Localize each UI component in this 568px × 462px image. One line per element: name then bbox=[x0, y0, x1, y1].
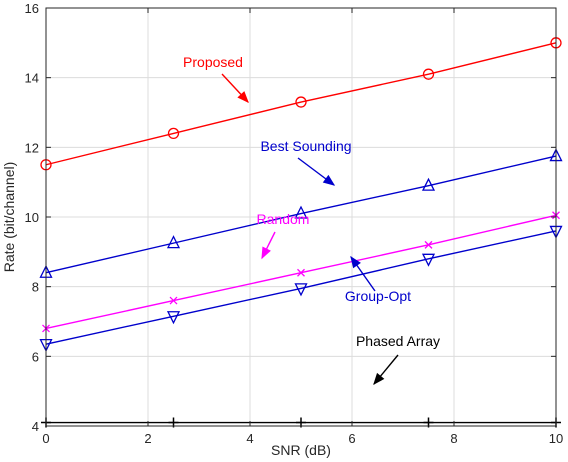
gridlines bbox=[45, 7, 557, 427]
y-tick-label: 16 bbox=[25, 1, 39, 16]
random-annotation-arrow bbox=[261, 231, 276, 260]
proposed-marker bbox=[295, 96, 307, 108]
x-tick-label: 2 bbox=[144, 431, 151, 446]
phased-array-annotation-arrow bbox=[373, 354, 399, 386]
x-tick-label: 10 bbox=[549, 431, 563, 446]
random-annotation-label: Random bbox=[257, 211, 310, 227]
proposed-annotation-label: Proposed bbox=[183, 54, 243, 70]
proposed-annotation-arrow bbox=[221, 73, 249, 103]
random-marker bbox=[424, 240, 433, 249]
best-sounding-annotation-label: Best Sounding bbox=[260, 138, 351, 154]
group-opt-annotation-arrow-head bbox=[350, 255, 361, 269]
best-sounding-marker bbox=[294, 205, 308, 219]
best-sounding-annotation-arrow-head bbox=[322, 174, 336, 186]
y-tick-label: 14 bbox=[25, 71, 39, 86]
random-marker bbox=[169, 296, 178, 305]
group-opt-marker bbox=[166, 311, 181, 325]
y-tick-label: 6 bbox=[32, 349, 39, 364]
best-sounding-annotation-arrow bbox=[297, 157, 336, 186]
x-axis-label: SNR (dB) bbox=[271, 442, 331, 458]
proposed-marker bbox=[167, 127, 180, 140]
x-tick-label: 0 bbox=[42, 431, 49, 446]
y-tick-label: 12 bbox=[25, 140, 39, 155]
x-tick-label: 6 bbox=[348, 431, 355, 446]
group-opt-marker bbox=[421, 253, 436, 267]
best-sounding-marker bbox=[166, 235, 181, 249]
phased-array-annotation-label: Phased Array bbox=[356, 333, 440, 349]
y-tick-label: 8 bbox=[32, 280, 39, 295]
best-sounding-line bbox=[45, 155, 557, 274]
y-tick-label: 4 bbox=[32, 419, 39, 434]
y-tick-label: 10 bbox=[25, 210, 39, 225]
proposed-line bbox=[45, 42, 557, 166]
random-annotation-arrow-head bbox=[261, 246, 271, 260]
y-axis-label: Rate (bit/channel) bbox=[1, 162, 17, 273]
ticks: 0 2 4 6 8 10 4 6 8 10 12 14 16 bbox=[25, 1, 564, 446]
group-opt-annotation-label: Group-Opt bbox=[345, 288, 411, 304]
best-sounding-marker bbox=[421, 177, 436, 191]
proposed-annotation-arrow-head bbox=[237, 91, 249, 103]
random-marker bbox=[297, 268, 305, 277]
series-markers bbox=[39, 37, 563, 428]
group-opt-marker bbox=[294, 283, 308, 297]
group-opt-annotation-arrow bbox=[350, 255, 376, 292]
phased-array-annotation-arrow-head bbox=[373, 372, 385, 386]
proposed-marker bbox=[422, 68, 435, 80]
x-tick-label: 4 bbox=[246, 431, 253, 446]
x-tick-label: 8 bbox=[450, 431, 457, 446]
group-opt-line bbox=[45, 230, 557, 345]
annotations: Proposed Best Sounding Random Group-Opt Phas… bbox=[183, 54, 440, 386]
